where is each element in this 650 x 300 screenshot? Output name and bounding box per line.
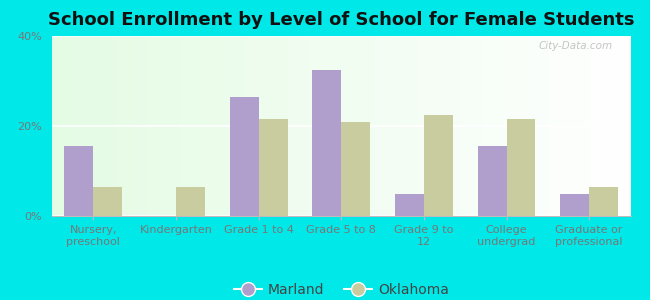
Bar <box>176 187 205 216</box>
Text: City-Data.com: City-Data.com <box>539 41 613 51</box>
Bar <box>341 122 370 216</box>
Bar <box>589 187 618 216</box>
Bar <box>94 187 122 216</box>
Bar <box>259 119 287 216</box>
Bar <box>506 119 536 216</box>
Bar <box>395 194 424 216</box>
Legend: Marland, Oklahoma: Marland, Oklahoma <box>228 278 454 300</box>
Bar <box>229 97 259 216</box>
Bar <box>560 194 589 216</box>
Bar <box>478 146 506 216</box>
Bar <box>312 70 341 216</box>
Bar <box>424 115 453 216</box>
Title: School Enrollment by Level of School for Female Students: School Enrollment by Level of School for… <box>48 11 634 29</box>
Bar <box>64 146 94 216</box>
